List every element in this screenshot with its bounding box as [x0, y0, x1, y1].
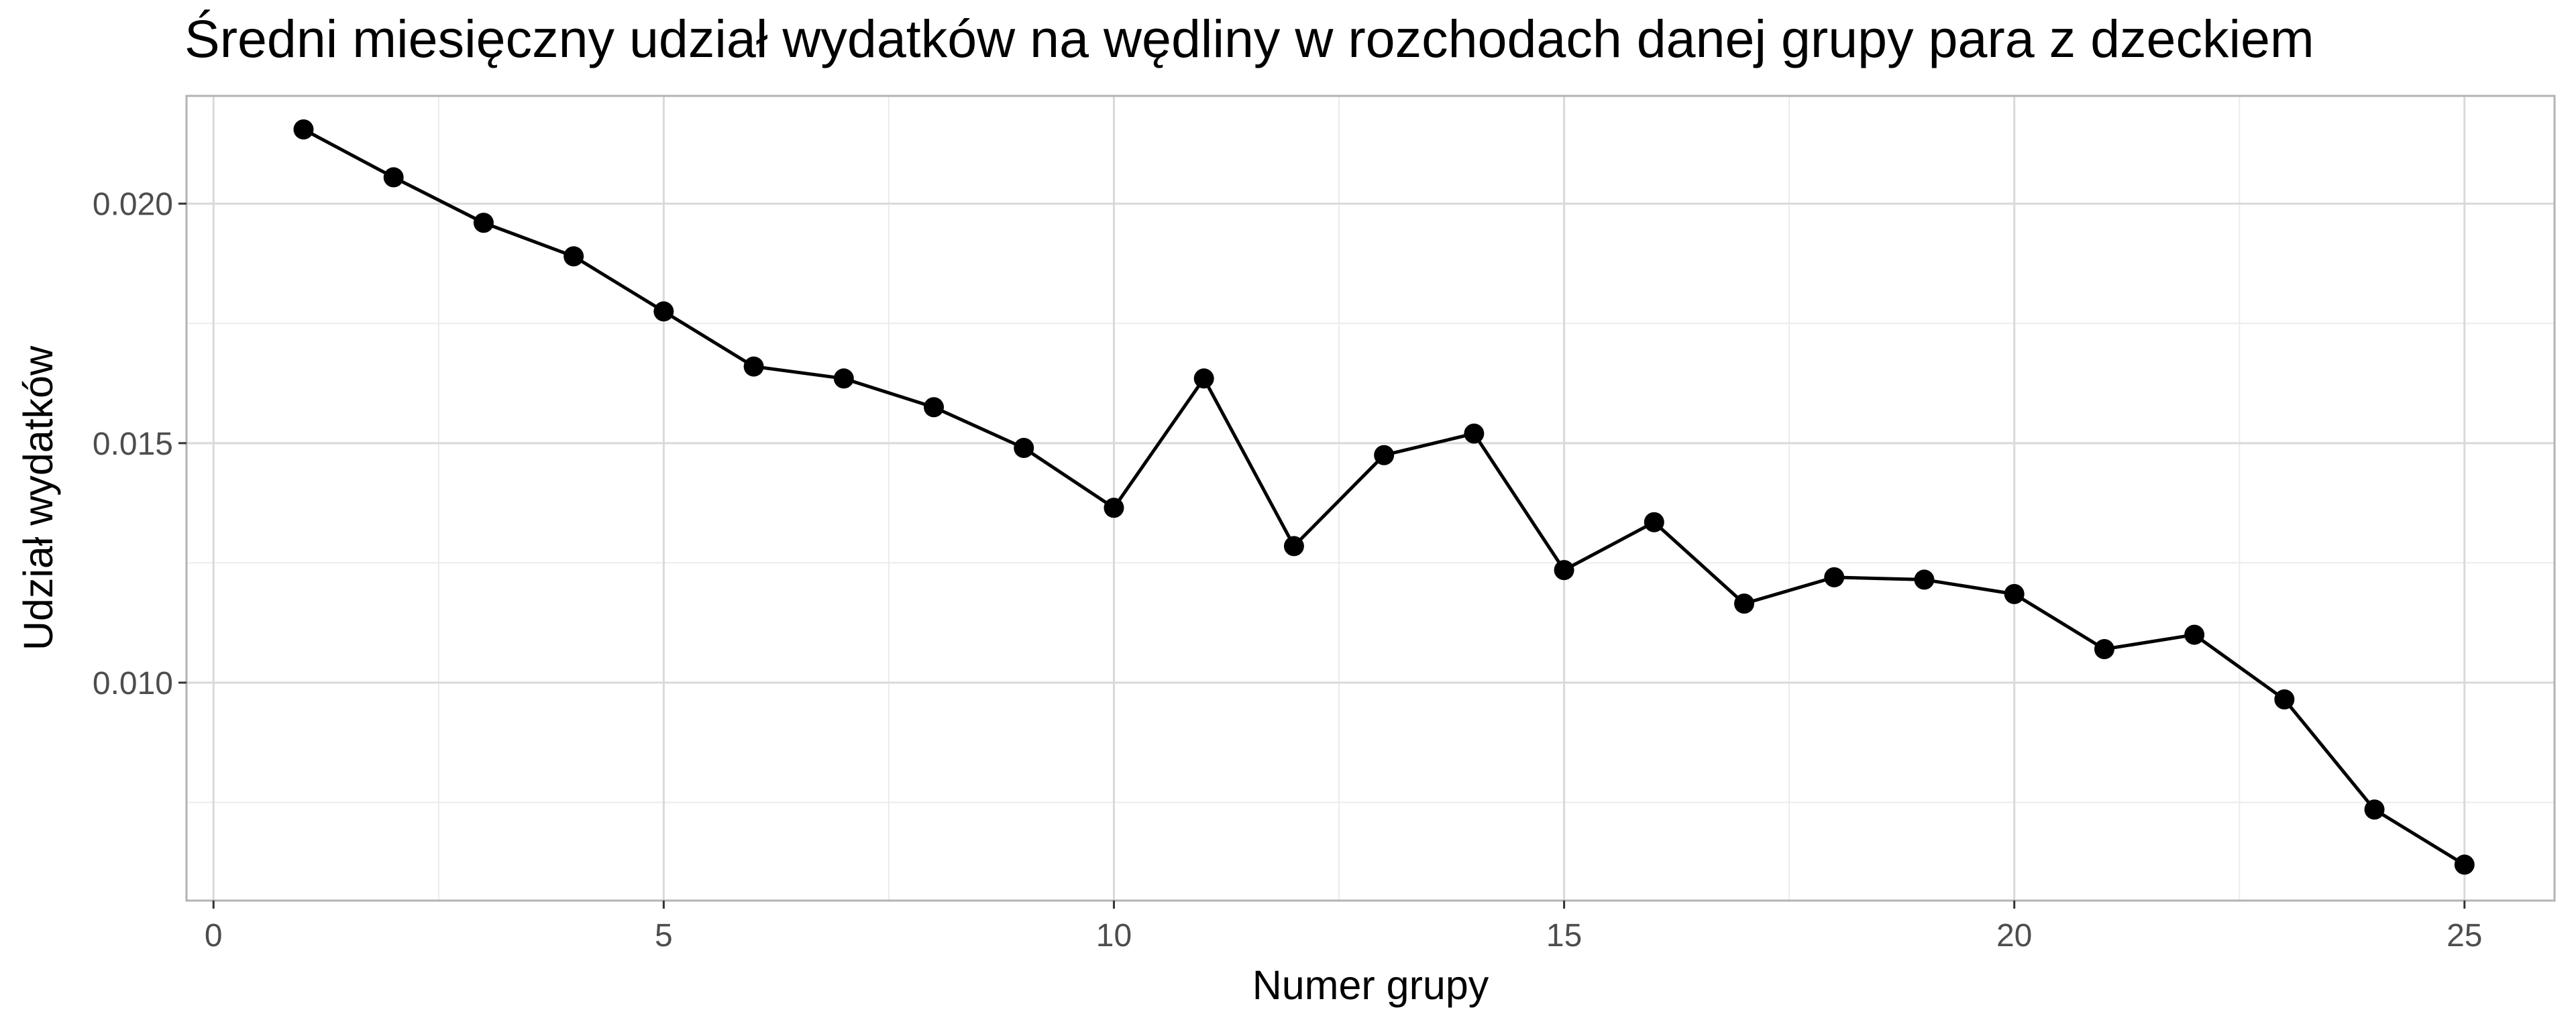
x-tick-label: 15: [1546, 918, 1582, 954]
data-point: [2004, 583, 2025, 604]
data-point: [2274, 689, 2295, 709]
data-point: [1554, 560, 1574, 581]
data-point: [2184, 624, 2205, 645]
data-point: [1644, 512, 1664, 532]
data-point: [833, 368, 854, 389]
x-tick-label: 5: [655, 918, 673, 954]
y-axis-title: Udział wydatków: [15, 345, 61, 650]
data-point: [1374, 445, 1395, 465]
data-point: [564, 246, 584, 267]
grid-lines: [186, 96, 2555, 901]
data-point: [383, 167, 404, 188]
x-tick-label: 10: [1096, 918, 1132, 954]
data-point: [1464, 423, 1485, 444]
data-point: [293, 119, 314, 139]
data-point: [2364, 799, 2385, 820]
data-series: [293, 119, 2475, 875]
data-point: [1104, 498, 1124, 518]
data-point: [1734, 593, 1755, 614]
y-tick-label: 0.015: [93, 426, 173, 462]
data-point: [1283, 536, 1304, 557]
plot-panel-border: [185, 95, 2556, 902]
x-tick-label: 25: [2447, 918, 2482, 954]
y-tick-label: 0.020: [93, 187, 173, 223]
x-axis-title: Numer grupy: [1252, 962, 1489, 1008]
y-tick-label: 0.010: [93, 666, 173, 701]
x-tick-label: 20: [1996, 918, 2032, 954]
data-point: [473, 213, 494, 233]
data-point: [1914, 569, 1935, 590]
data-point: [924, 397, 945, 418]
x-tick-label: 0: [205, 918, 223, 954]
data-point: [2094, 639, 2114, 659]
axis-ticks: 0 5 10 15 20 25 0.010 0.015 0.020: [93, 187, 2483, 954]
data-point: [2454, 854, 2475, 875]
data-point: [1824, 567, 1845, 587]
chart-title: Średni miesięczny udział wydatków na węd…: [184, 9, 2314, 68]
data-point: [653, 301, 674, 322]
data-point: [1193, 368, 1214, 389]
data-point: [743, 356, 764, 377]
data-point: [1014, 438, 1034, 458]
